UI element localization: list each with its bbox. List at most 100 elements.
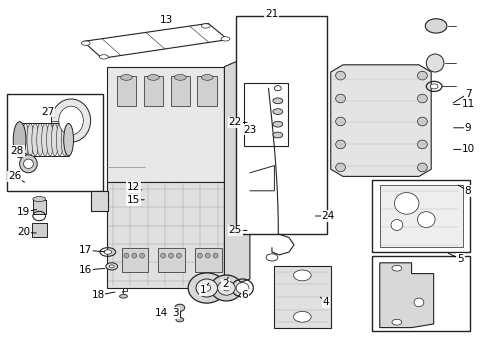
Text: 13: 13: [160, 15, 173, 25]
Text: 17: 17: [79, 245, 93, 255]
Text: 12: 12: [126, 182, 140, 192]
Text: 14: 14: [155, 308, 169, 318]
Ellipse shape: [42, 123, 49, 156]
Ellipse shape: [417, 212, 435, 228]
Ellipse shape: [81, 41, 90, 45]
Ellipse shape: [106, 263, 118, 270]
Ellipse shape: [124, 253, 129, 258]
Ellipse shape: [430, 84, 438, 89]
Ellipse shape: [161, 253, 166, 258]
Ellipse shape: [176, 253, 181, 258]
Ellipse shape: [47, 123, 53, 156]
Ellipse shape: [273, 132, 283, 138]
Ellipse shape: [336, 71, 345, 80]
Polygon shape: [224, 56, 250, 288]
Ellipse shape: [24, 159, 33, 168]
Text: 3: 3: [172, 308, 179, 318]
Text: 23: 23: [243, 125, 257, 135]
Polygon shape: [331, 65, 431, 176]
Ellipse shape: [51, 123, 58, 156]
Bar: [122, 248, 148, 272]
Text: 19: 19: [17, 207, 30, 217]
Ellipse shape: [121, 75, 132, 80]
Ellipse shape: [20, 155, 37, 173]
Ellipse shape: [61, 123, 68, 156]
Ellipse shape: [218, 281, 235, 295]
Text: 9: 9: [465, 123, 471, 133]
Ellipse shape: [394, 193, 419, 214]
Ellipse shape: [273, 121, 283, 127]
Ellipse shape: [201, 24, 210, 28]
Ellipse shape: [59, 106, 83, 135]
Ellipse shape: [169, 253, 173, 258]
Ellipse shape: [336, 117, 345, 126]
Ellipse shape: [22, 123, 29, 156]
Bar: [236, 16, 327, 234]
Ellipse shape: [13, 122, 26, 158]
Ellipse shape: [188, 273, 225, 303]
Bar: [274, 266, 331, 328]
Ellipse shape: [417, 163, 427, 172]
Text: 22: 22: [228, 117, 242, 127]
Ellipse shape: [132, 253, 137, 258]
Ellipse shape: [294, 270, 311, 281]
Ellipse shape: [426, 54, 444, 72]
Ellipse shape: [56, 123, 63, 156]
Bar: [117, 76, 136, 106]
Ellipse shape: [213, 253, 218, 258]
Text: 4: 4: [322, 297, 329, 307]
Ellipse shape: [414, 298, 424, 307]
Ellipse shape: [109, 265, 114, 268]
Text: 15: 15: [126, 195, 140, 205]
Text: 2: 2: [222, 279, 229, 289]
Bar: [7, 94, 103, 191]
Text: 28: 28: [10, 146, 24, 156]
Bar: [380, 185, 463, 247]
Text: 10: 10: [462, 144, 474, 154]
Ellipse shape: [37, 123, 44, 156]
Text: 6: 6: [242, 290, 248, 300]
Ellipse shape: [196, 279, 218, 297]
Ellipse shape: [336, 94, 345, 103]
Text: 25: 25: [228, 225, 242, 235]
Ellipse shape: [211, 275, 242, 301]
Ellipse shape: [417, 94, 427, 103]
Bar: [195, 248, 222, 272]
Ellipse shape: [392, 319, 402, 325]
Ellipse shape: [175, 304, 185, 311]
Ellipse shape: [197, 253, 202, 258]
Ellipse shape: [266, 254, 278, 261]
Bar: [32, 223, 47, 237]
Ellipse shape: [27, 123, 34, 156]
Bar: [244, 83, 288, 146]
Ellipse shape: [201, 75, 213, 80]
Ellipse shape: [104, 250, 112, 254]
Ellipse shape: [425, 19, 447, 33]
Bar: [144, 76, 163, 106]
Text: 7: 7: [465, 89, 471, 99]
Ellipse shape: [32, 123, 39, 156]
Text: 21: 21: [265, 9, 279, 19]
Text: 27: 27: [41, 107, 55, 117]
Ellipse shape: [223, 285, 230, 291]
Ellipse shape: [205, 253, 210, 258]
Text: 16: 16: [79, 265, 93, 275]
Bar: [372, 256, 470, 331]
Polygon shape: [107, 182, 224, 288]
Ellipse shape: [203, 285, 211, 291]
Ellipse shape: [51, 99, 91, 142]
Bar: [372, 180, 470, 252]
Ellipse shape: [417, 71, 427, 80]
Text: 26: 26: [8, 171, 22, 181]
Ellipse shape: [64, 123, 74, 156]
Bar: [197, 76, 217, 106]
Text: 24: 24: [321, 211, 335, 221]
Ellipse shape: [221, 37, 230, 41]
Ellipse shape: [147, 75, 159, 80]
Text: 18: 18: [91, 290, 105, 300]
Ellipse shape: [140, 253, 145, 258]
Text: 8: 8: [465, 186, 471, 196]
Ellipse shape: [120, 294, 127, 298]
Ellipse shape: [417, 117, 427, 126]
Ellipse shape: [417, 140, 427, 149]
